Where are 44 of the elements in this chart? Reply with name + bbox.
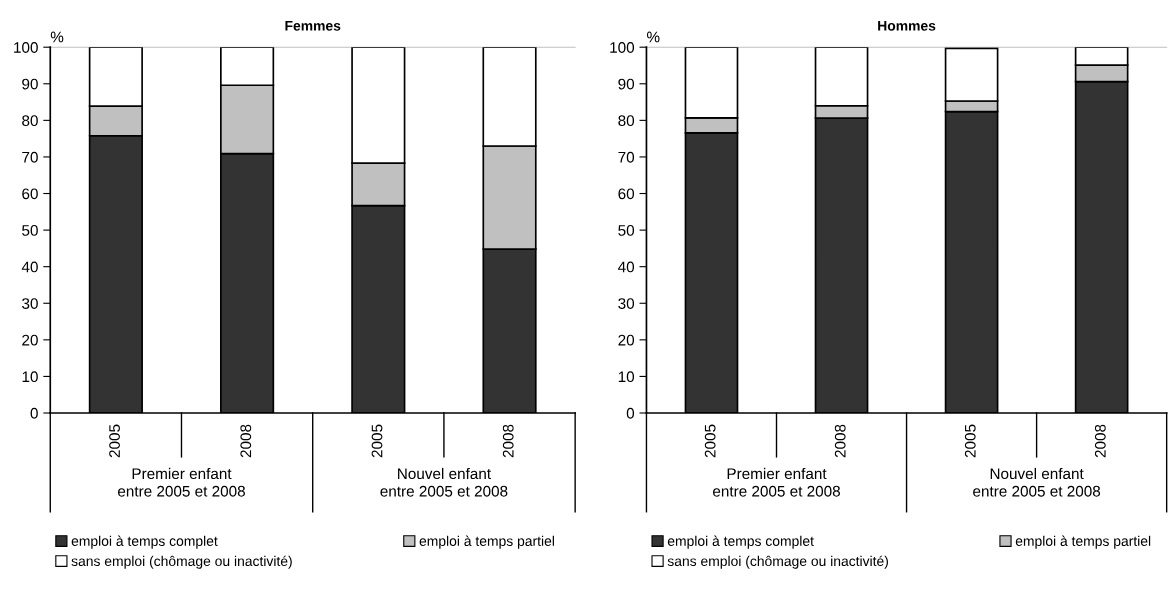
text: Nouvel enfant entre 2005 et 2008 [380, 467, 508, 497]
x-tick-label: 2008 [1094, 424, 1106, 458]
y-tick-label: 90 [618, 78, 635, 90]
y-tick-label: 0 [626, 407, 635, 419]
legend-label: emploi à temps complet [667, 535, 814, 549]
y-tick-label: 50 [22, 224, 38, 236]
y-tick-label: 30 [22, 298, 38, 309]
x-tick-label: 2008 [502, 424, 514, 458]
y-tick-label: 60 [618, 188, 635, 200]
y-tick-label: 100 [610, 42, 635, 53]
y-tick-label: 60 [22, 188, 38, 200]
y-tick-label: 90 [22, 78, 38, 90]
text: Premier enfant entre 2005 et 2008 [713, 467, 840, 497]
text: Nouvel enfant entre 2005 et 2008 [973, 467, 1101, 497]
y-axis-title: % [50, 31, 64, 43]
y-axis-title: % [647, 31, 660, 43]
y-tick-label: 40 [618, 261, 635, 273]
chart-title: Hommes [878, 20, 936, 31]
x-tick-label: 2005 [704, 424, 716, 458]
legend-label: emploi à temps partiel [419, 535, 554, 549]
y-tick-label: 0 [30, 407, 38, 419]
x-tick-label: 2008 [834, 424, 846, 458]
x-tick-label: 2008 [240, 424, 252, 458]
y-tick-label: 70 [22, 151, 38, 163]
x-tick-label: 2005 [109, 424, 120, 458]
y-tick-label: 10 [22, 371, 38, 383]
y-tick-label: 30 [618, 298, 635, 309]
y-tick-label: 80 [22, 115, 38, 127]
y-tick-label: 100 [14, 42, 38, 53]
legend-label: emploi à temps complet [71, 535, 218, 549]
y-tick-label: 20 [618, 334, 635, 346]
y-tick-label: 40 [21, 261, 38, 273]
legend-label: emploi à temps partiel [1015, 535, 1151, 549]
legend-label: sans emploi (chômage ou inactivité) [71, 555, 292, 569]
x-tick-label: 2005 [371, 424, 383, 458]
y-tick-label: 20 [22, 334, 38, 346]
x-tick-label: 2005 [964, 424, 976, 458]
legend-label: sans emploi (chômage ou inactivité) [667, 555, 888, 569]
y-tick-label: 10 [618, 371, 635, 383]
y-tick-label: 70 [618, 151, 635, 163]
y-tick-label: 50 [618, 224, 635, 236]
text: Premier enfant entre 2005 et 2008 [118, 467, 245, 497]
chart-title: Femmes [285, 20, 341, 31]
y-tick-label: 80 [618, 115, 635, 127]
